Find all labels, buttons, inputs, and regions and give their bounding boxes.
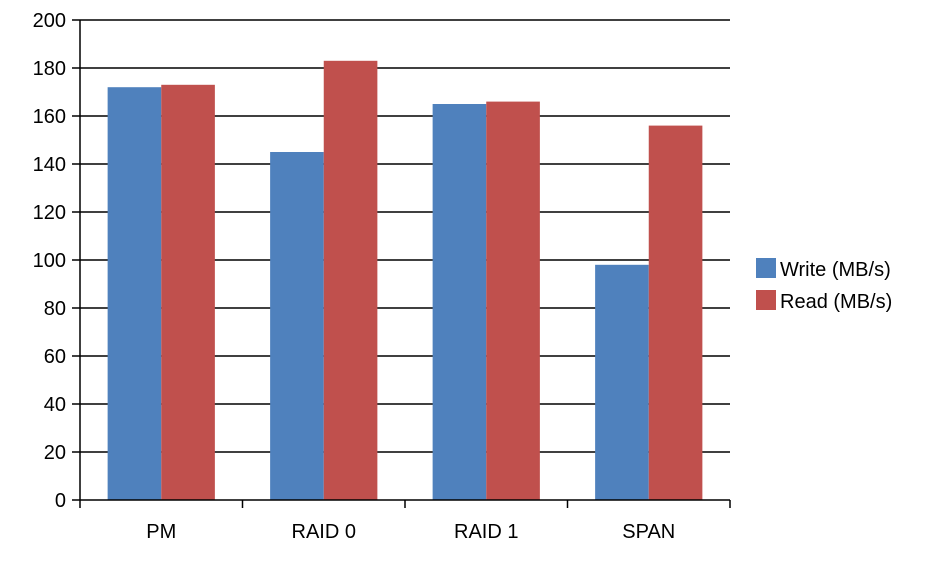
y-tick-label: 60 xyxy=(44,346,66,368)
bar-read-2 xyxy=(486,101,540,500)
x-tick-label: RAID 0 xyxy=(292,521,356,543)
legend-swatch-read xyxy=(756,290,776,310)
y-tick-label: 100 xyxy=(33,250,66,272)
x-tick-label: SPAN xyxy=(622,521,675,543)
bar-read-1 xyxy=(323,60,378,501)
y-tick-label: 120 xyxy=(33,202,66,224)
bar-read-0 xyxy=(161,84,215,501)
bar-write-1 xyxy=(270,152,324,500)
y-tick-label: 200 xyxy=(33,10,66,32)
y-tick-label: 140 xyxy=(33,154,66,176)
x-tick-labels: PM RAID 0 RAID 1 SPAN xyxy=(146,521,675,543)
y-tick-label: 180 xyxy=(33,58,66,80)
y-tick-label: 20 xyxy=(44,442,66,464)
bar-read-3 xyxy=(648,125,703,500)
x-tick-label: PM xyxy=(146,521,176,543)
axes xyxy=(72,19,731,508)
legend-swatch-write xyxy=(756,258,776,278)
bar-write-3 xyxy=(595,264,649,500)
bar-write-2 xyxy=(432,104,487,500)
legend-label-write: Write (MB/s) xyxy=(780,259,891,281)
y-tick-label: 160 xyxy=(33,106,66,128)
legend-label-read: Read (MB/s) xyxy=(780,291,892,313)
y-tick-label: 40 xyxy=(44,394,66,416)
bar-write-0 xyxy=(107,87,162,500)
y-tick-label: 80 xyxy=(44,298,66,320)
legend: Write (MB/s) Read (MB/s) xyxy=(756,258,892,313)
x-tick-label: RAID 1 xyxy=(454,521,518,543)
y-tick-labels: 0 20 40 60 80 100 120 140 160 180 200 xyxy=(33,10,66,512)
bars xyxy=(107,60,703,501)
y-tick-label: 0 xyxy=(55,490,66,512)
